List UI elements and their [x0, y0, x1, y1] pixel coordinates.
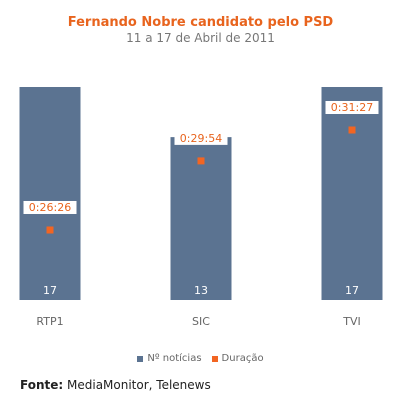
- legend-item-duration: Duração: [211, 353, 264, 364]
- legend-swatch-duration: [211, 355, 218, 362]
- bar-value-label-tvi: 17: [345, 284, 359, 297]
- legend-swatch-news: [137, 355, 144, 362]
- legend-label-news: Nº notícias: [147, 353, 202, 364]
- bar-value-label-sic: 13: [194, 284, 208, 297]
- duration-label-bg-tvi: [325, 101, 379, 114]
- chart-title: Fernando Nobre candidato pelo PSD: [67, 15, 334, 30]
- legend-item-news: Nº notícias: [137, 353, 202, 364]
- bar-value-label-rtp1: 17: [43, 284, 57, 297]
- duration-label-bg-sic: [174, 131, 228, 145]
- source-label: Fonte:: [20, 378, 64, 392]
- duration-point-rtp1: [46, 226, 54, 234]
- x-tick-label-sic: SIC: [192, 315, 210, 328]
- source-text: MediaMonitor, Telenews: [67, 378, 211, 392]
- bar-rtp1: [19, 87, 81, 300]
- legend-label-duration: Duração: [221, 353, 264, 364]
- duration-label-rtp1: 0:26:26: [29, 201, 71, 214]
- duration-label-bg-rtp1: [23, 200, 77, 214]
- x-tick-label-tvi: TVI: [342, 315, 361, 328]
- source-note: Fonte: MediaMonitor, Telenews: [20, 378, 211, 392]
- legend: Nº notícias Duração: [0, 353, 401, 364]
- x-tick-label-rtp1: RTP1: [36, 315, 63, 328]
- duration-point-tvi: [348, 126, 356, 134]
- chart-subtitle: 11 a 17 de Abril de 2011: [126, 31, 275, 45]
- duration-label-tvi: 0:31:27: [331, 101, 373, 114]
- duration-label-sic: 0:29:54: [180, 132, 222, 145]
- duration-point-sic: [197, 157, 205, 165]
- bar-tvi: [321, 87, 383, 300]
